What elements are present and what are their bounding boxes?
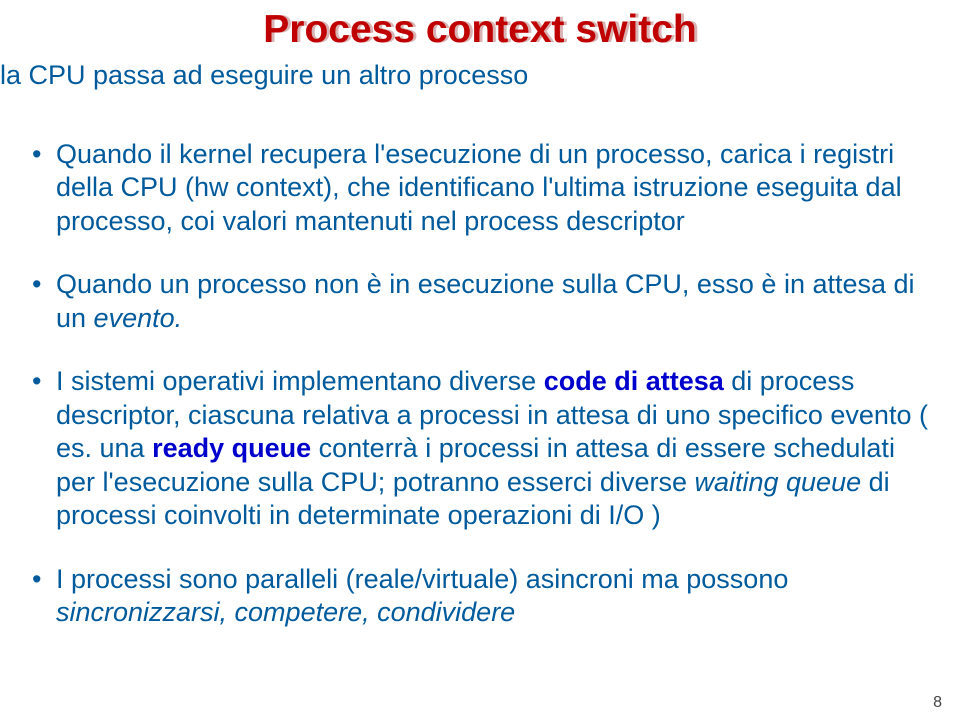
bullet-item: I sistemi operativi implementano diverse… xyxy=(28,365,932,532)
page-number: 8 xyxy=(933,694,942,712)
bullet-item: Quando il kernel recupera l'esecuzione d… xyxy=(28,138,932,238)
bullet-list: Quando il kernel recupera l'esecuzione d… xyxy=(28,138,932,660)
text-segment: ready queue xyxy=(152,433,311,463)
text-segment: waiting queue xyxy=(694,467,861,497)
text-segment: evento. xyxy=(94,303,183,333)
slide-subtitle: la CPU passa ad eseguire un altro proces… xyxy=(0,60,528,91)
text-segment: sincronizzarsi, competere, condividere xyxy=(56,597,515,627)
text-segment: code di attesa xyxy=(544,366,724,396)
slide-title: Process context switch xyxy=(0,8,960,52)
bullet-ul: Quando il kernel recupera l'esecuzione d… xyxy=(28,138,932,630)
text-segment: I sistemi operativi implementano diverse xyxy=(56,366,544,396)
slide: Process context switch la CPU passa ad e… xyxy=(0,0,960,722)
bullet-item: I processi sono paralleli (reale/virtual… xyxy=(28,563,932,630)
text-segment: I processi sono paralleli (reale/virtual… xyxy=(56,564,796,594)
bullet-item: Quando un processo non è in esecuzione s… xyxy=(28,268,932,335)
slide-title-text: Process context switch xyxy=(263,8,697,51)
text-segment: Quando il kernel recupera l'esecuzione d… xyxy=(56,139,909,236)
text-segment: Quando un processo non è in esecuzione s… xyxy=(56,269,922,332)
